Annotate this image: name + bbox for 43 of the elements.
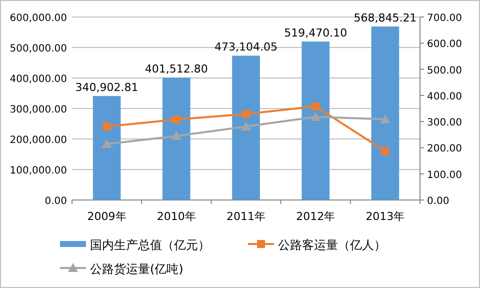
y-tick-label: 100,000.00 bbox=[10, 166, 67, 176]
legend-label: 国内生产总值（亿元） bbox=[90, 238, 210, 252]
y2-tick-label: 600.00 bbox=[427, 39, 462, 50]
data-label: 519,470.10 bbox=[284, 26, 348, 40]
y-tick-label: 600,000.00 bbox=[10, 13, 67, 24]
x-tick-label: 2011年 bbox=[226, 210, 266, 223]
point bbox=[381, 147, 390, 156]
point bbox=[312, 102, 320, 110]
y-tick-label: 500,000.00 bbox=[10, 44, 67, 54]
x-tick-label: 2013年 bbox=[366, 210, 405, 223]
point bbox=[310, 112, 321, 121]
y2-tick-label: 500.00 bbox=[427, 65, 462, 76]
y2-tick-label: 300.00 bbox=[427, 118, 462, 129]
y-tick-label: 300,000.00 bbox=[10, 104, 67, 116]
y2-tick-label: 0.00 bbox=[427, 196, 450, 207]
y-tick-label: 400,000.00 bbox=[10, 74, 67, 85]
y2-tick-label: 700.00 bbox=[427, 13, 462, 24]
y2-tick-label: 200.00 bbox=[427, 144, 462, 155]
point bbox=[242, 110, 250, 118]
y2-tick-label: 100.00 bbox=[427, 170, 462, 181]
data-label: 473,104.05 bbox=[214, 40, 278, 54]
bar bbox=[162, 78, 190, 200]
point bbox=[380, 114, 390, 124]
legend-label: 公路客运量（亿人） bbox=[278, 238, 386, 252]
bar bbox=[302, 42, 330, 200]
y-tick-label: 200,000.00 bbox=[10, 135, 67, 146]
legend-label: 公路货运量(亿吨) bbox=[90, 262, 184, 276]
x-tick-label: 2012年 bbox=[296, 210, 336, 223]
x-tick-label: 2010年 bbox=[156, 210, 196, 223]
data-label: 340,902.81 bbox=[75, 81, 138, 94]
y-tick-label: 0.00 bbox=[44, 196, 67, 207]
bar bbox=[371, 26, 400, 200]
bar bbox=[232, 56, 260, 200]
data-label: 568,845.21 bbox=[354, 12, 417, 24]
point bbox=[172, 115, 180, 124]
data-label: 401,512.80 bbox=[144, 62, 208, 76]
point bbox=[171, 130, 182, 140]
point bbox=[241, 122, 251, 131]
point bbox=[102, 122, 111, 131]
bar bbox=[92, 96, 121, 200]
x-tick-label: 2009年 bbox=[87, 210, 126, 223]
point bbox=[102, 139, 112, 148]
y2-tick-label: 400.00 bbox=[427, 91, 462, 102]
